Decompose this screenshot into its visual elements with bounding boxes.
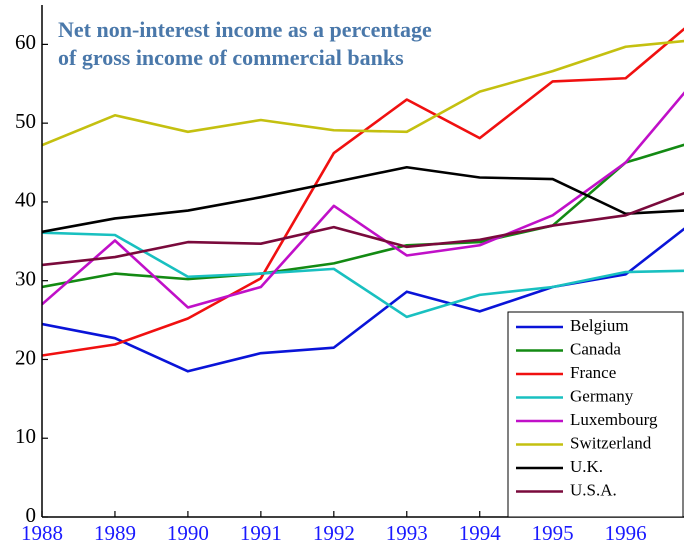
legend-label: U.S.A. <box>570 480 617 499</box>
y-tick-label: 10 <box>15 424 36 448</box>
x-tick-label: 1995 <box>532 521 574 545</box>
series-line <box>42 39 684 147</box>
y-tick-label: 50 <box>15 109 36 133</box>
legend-box <box>507 311 684 518</box>
series-line <box>42 231 684 319</box>
legend-label: Switzerland <box>570 433 652 452</box>
x-tick-label: 1994 <box>459 521 502 545</box>
series-line <box>42 165 684 234</box>
y-tick-label: 30 <box>15 267 36 291</box>
legend-label: Germany <box>570 386 634 405</box>
x-tick-label: 1991 <box>240 521 282 545</box>
x-tick-label: 1993 <box>386 521 428 545</box>
series-line <box>42 27 684 357</box>
plot-lines <box>42 27 684 373</box>
legend-label: Canada <box>570 339 621 358</box>
chart-title: Net non-interest income as a percentage <box>58 17 432 42</box>
y-tick-label: 60 <box>15 30 36 54</box>
legend-label: Luxembourg <box>570 410 658 429</box>
chart-title: of gross income of commercial banks <box>58 45 404 70</box>
x-tick-label: 1990 <box>167 521 209 545</box>
series-line <box>42 191 684 267</box>
x-tick-label: 1988 <box>21 521 63 545</box>
y-tick-label: 20 <box>15 345 36 369</box>
y-tick-label: 40 <box>15 188 36 212</box>
x-tick-label: 1992 <box>313 521 355 545</box>
x-tick-label: 1996 <box>605 521 647 545</box>
legend-label: U.K. <box>570 457 603 476</box>
legend-label: Belgium <box>570 316 629 335</box>
legend-label: France <box>570 363 616 382</box>
y-tick-label: 0 <box>26 503 37 527</box>
series-line <box>42 143 684 289</box>
series-line <box>42 91 684 309</box>
x-tick-label: 1989 <box>94 521 136 545</box>
